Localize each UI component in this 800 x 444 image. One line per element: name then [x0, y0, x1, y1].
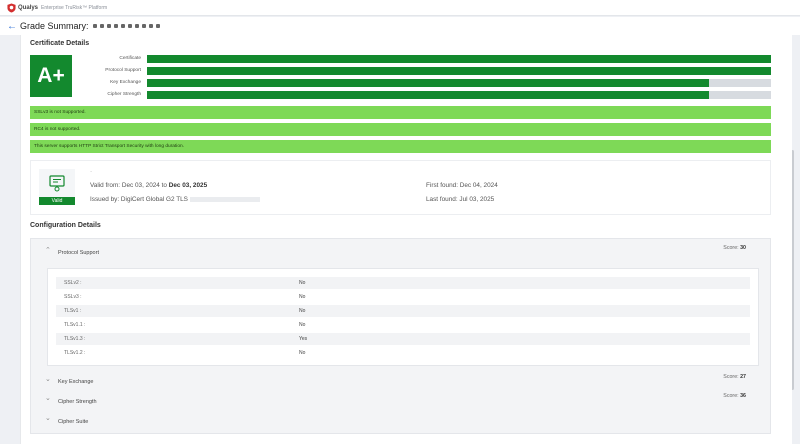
notice-rc4: RC4 is not supported. [30, 123, 771, 136]
valid-to-date: Dec 03, 2025 [168, 182, 208, 189]
protocol-value: No [299, 280, 306, 286]
configuration-panel: ⌃ Protocol Support Score: 30 SSLv2 : No … [30, 238, 771, 434]
bar-protocol-support: Protocol Support [81, 67, 771, 75]
chevron-down-icon[interactable]: ⌄ [45, 376, 51, 383]
bar-certificate: Certificate [81, 55, 771, 63]
score-key-exchange: Score: 27 [723, 374, 746, 380]
cert-validity: Valid from: Dec 03, 2024 to Dec 03, 2025 [90, 182, 207, 189]
brand-subtitle: Enterprise TruRisk™ Platform [41, 4, 108, 11]
protocol-value: No [299, 350, 306, 356]
back-arrow-icon[interactable]: ← [7, 20, 17, 32]
redacted-issuer-detail [189, 196, 260, 202]
configuration-details-heading: Configuration Details [30, 222, 101, 229]
chevron-down-icon[interactable]: ⌄ [45, 395, 51, 402]
redacted-hostname [92, 24, 160, 28]
bar-label: Key Exchange [110, 80, 141, 85]
table-row: TLSv1.1 : No [56, 319, 750, 331]
group-cipher-suite[interactable]: Cipher Suite [58, 419, 89, 425]
bar-track [147, 55, 771, 63]
last-found: Last found: Jul 03, 2025 [426, 196, 495, 203]
bar-label: Certificate [119, 56, 141, 61]
table-row: TLSv1.3 : Yes [56, 333, 750, 345]
score-value: 30 [740, 245, 746, 251]
protocol-name: TLSv1.2 : [64, 350, 86, 356]
protocol-value: No [299, 308, 306, 314]
notice-hsts: This server supports HTTP Strict Transpo… [30, 140, 771, 153]
page-header: ← Grade Summary: [0, 17, 800, 35]
certificate-card: Valid · Valid from: Dec 03, 2024 to Dec … [30, 160, 771, 215]
qualys-logo-icon[interactable] [7, 3, 16, 13]
score-cipher-strength: Score: 36 [723, 393, 746, 399]
cert-issuer: Issued by: DigiCert Global G2 TLS [90, 196, 260, 203]
bar-track [147, 79, 771, 87]
protocol-name: TLSv1.1 : [64, 322, 86, 328]
protocol-value: No [299, 294, 306, 300]
score-label: Score: [723, 393, 739, 399]
table-row: SSLv2 : No [56, 277, 750, 289]
table-row: TLSv1 : No [56, 305, 750, 317]
score-label: Score: [723, 374, 739, 380]
protocol-name: SSLv3 : [64, 294, 82, 300]
valid-badge: Valid [39, 197, 75, 205]
protocol-name: TLSv1 : [64, 308, 82, 314]
table-row: SSLv3 : No [56, 291, 750, 303]
certificate-details-heading: Certificate Details [30, 40, 90, 47]
group-cipher-strength[interactable]: Cipher Strength [58, 399, 97, 405]
protocol-table: SSLv2 : No SSLv3 : No TLSv1 : No TLSv1.1… [47, 268, 759, 366]
cert-dot: · [90, 168, 93, 175]
certificate-icon [49, 175, 65, 192]
page-title: Grade Summary: [20, 21, 89, 31]
notice-sslv3: SSLv3 is not Supported. [30, 106, 771, 119]
protocol-value: No [299, 322, 306, 328]
issued-by-text: Issued by: DigiCert Global G2 TLS [90, 196, 188, 203]
protocol-value: Yes [299, 336, 308, 342]
scrollbar-thumb[interactable] [791, 150, 794, 390]
bar-fill [147, 79, 709, 87]
score-protocol-support: Score: 30 [723, 245, 746, 251]
grade-badge: A+ [30, 55, 72, 97]
group-protocol-support[interactable]: Protocol Support [58, 250, 99, 256]
bar-label: Protocol Support [105, 68, 141, 73]
score-value: 27 [740, 374, 746, 380]
valid-from-text: Valid from: Dec 03, 2024 to [90, 182, 167, 189]
protocol-name: TLSv1.3 : [64, 336, 86, 342]
bar-fill [147, 67, 771, 75]
bar-track [147, 91, 771, 99]
chevron-down-icon[interactable]: ⌄ [45, 415, 51, 422]
bar-track [147, 67, 771, 75]
top-nav-bar: Qualys Enterprise TruRisk™ Platform [0, 0, 800, 16]
bar-fill [147, 55, 771, 63]
brand-name: Qualys [18, 4, 39, 11]
bar-label: Cipher Strength [107, 92, 141, 97]
table-row: TLSv1.2 : No [56, 347, 750, 359]
chevron-up-icon[interactable]: ⌃ [45, 247, 51, 254]
score-label: Score: [723, 245, 739, 251]
bar-key-exchange: Key Exchange [81, 79, 771, 87]
first-found: First found: Dec 04, 2024 [426, 182, 498, 189]
bar-cipher-strength: Cipher Strength [81, 91, 771, 99]
group-key-exchange[interactable]: Key Exchange [58, 379, 94, 385]
bar-fill [147, 91, 709, 99]
score-value: 36 [740, 393, 746, 399]
main-content: Certificate Details A+ Certificate Proto… [20, 35, 792, 444]
protocol-name: SSLv2 : [64, 280, 82, 286]
